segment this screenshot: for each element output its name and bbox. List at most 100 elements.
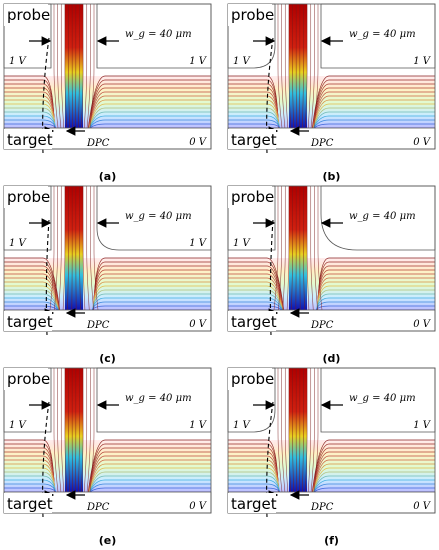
gap-field-line — [78, 368, 80, 493]
dpc-label: DPC — [310, 502, 334, 513]
target-voltage-label: 0 V — [189, 501, 208, 512]
gap-field-line — [68, 4, 70, 129]
gap-field-line — [82, 186, 86, 311]
gap-channel — [289, 368, 307, 492]
panel-2: probe target w_g = 40 μm 1 V 1 V 0 V DPC (c) — [3, 185, 212, 365]
target-label: target — [231, 131, 277, 149]
gap-field-line — [313, 4, 319, 129]
gap-field-line — [62, 186, 66, 311]
probe-label-bg — [228, 368, 272, 390]
probe-label: probe — [231, 370, 274, 388]
gap-field-line — [83, 368, 88, 493]
panel-frame — [227, 367, 436, 514]
panel-caption: (d) — [323, 352, 341, 365]
panel-0: probe target w_g = 40 μm 1 V 1 V 0 V DPC (a) — [3, 3, 212, 183]
gap-field-line — [291, 186, 293, 311]
gap-field-line — [93, 186, 99, 311]
target-voltage-label: 0 V — [189, 319, 208, 330]
gap-field-line — [317, 186, 323, 311]
left-voltage-label: 1 V — [9, 238, 28, 249]
gap-field-line — [306, 186, 310, 311]
target-voltage-label: 0 V — [413, 319, 432, 330]
field-line — [4, 483, 211, 493]
gap-field-line — [79, 186, 81, 311]
probe-label-bg — [228, 4, 272, 26]
gap-field-line — [281, 368, 286, 493]
gap-field-line — [307, 4, 312, 129]
panel-3: probe target w_g = 40 μm 1 V 0 V DPC (d) — [227, 185, 436, 365]
left-voltage-label: 1 V — [233, 56, 252, 67]
panel-frame — [3, 185, 212, 332]
right-voltage-label: 1 V — [413, 420, 432, 431]
gap-field-line — [60, 368, 65, 493]
target-label-bg — [228, 493, 276, 513]
target-label: target — [7, 495, 53, 513]
probe-label-bg — [4, 368, 48, 390]
wg-label: w_g = 40 μm — [125, 29, 192, 40]
dpc-dashed-line — [42, 37, 50, 154]
gap-field-line — [86, 186, 90, 311]
dpc-dashed-line — [266, 401, 274, 518]
panel-caption: (b) — [323, 170, 341, 183]
right-voltage-label: 1 V — [413, 56, 432, 67]
gap-field-line — [302, 368, 304, 493]
gap-field-line — [292, 368, 294, 493]
gap-field-line — [53, 368, 59, 493]
target-label-bg — [228, 129, 276, 149]
left-voltage-label: 1 V — [9, 420, 28, 431]
gap-channel — [289, 186, 307, 310]
field-band — [4, 76, 211, 128]
panel-frame — [227, 3, 436, 150]
gap-field-line — [310, 4, 315, 129]
target-label: target — [231, 313, 277, 331]
gap-field-line — [304, 368, 308, 493]
right-voltage-label: 1 V — [189, 56, 208, 67]
field-band — [4, 258, 211, 310]
wg-label: w_g = 40 μm — [349, 211, 416, 222]
dpc-label: DPC — [86, 502, 110, 513]
panel-frame — [227, 185, 436, 332]
field-band — [4, 440, 211, 492]
probe-label: probe — [7, 370, 50, 388]
field-line — [228, 483, 435, 493]
dpc-label: DPC — [310, 320, 334, 331]
gap-field-line — [307, 368, 312, 493]
gap-field-line — [284, 4, 289, 129]
target-voltage-label: 0 V — [189, 137, 208, 148]
target-label: target — [231, 495, 277, 513]
wg-label: w_g = 40 μm — [349, 29, 416, 40]
target-label-bg — [228, 311, 276, 331]
probe-label: probe — [7, 6, 50, 24]
gap-field-line — [58, 186, 62, 311]
dpc-label: DPC — [86, 320, 110, 331]
panel-caption: (f) — [324, 534, 339, 547]
right-voltage-label: 1 V — [189, 420, 208, 431]
gap-field-line — [57, 368, 62, 493]
wg-label: w_g = 40 μm — [125, 393, 192, 404]
gap-field-line — [310, 368, 315, 493]
panel-1: probe target w_g = 40 μm 1 V 1 V 0 V DPC (b) — [227, 3, 436, 183]
panel-caption: (a) — [99, 170, 116, 183]
gap-channel — [289, 4, 307, 128]
gap-field-line — [64, 368, 68, 493]
gap-field-line — [278, 186, 282, 311]
dpc-dashed-line — [269, 219, 274, 336]
gap-field-line — [313, 368, 319, 493]
target-voltage-label: 0 V — [413, 501, 432, 512]
gap-field-line — [302, 4, 304, 129]
gap-field-line — [277, 368, 283, 493]
gap-field-line — [64, 4, 68, 129]
gap-field-line — [90, 186, 94, 311]
target-label: target — [7, 313, 53, 331]
gap-field-line — [89, 4, 95, 129]
probe-label-bg — [228, 186, 272, 208]
left-voltage-label: 1 V — [233, 420, 252, 431]
dpc-label: DPC — [86, 138, 110, 149]
probe-right-body — [320, 185, 436, 251]
probe-label-bg — [4, 4, 48, 26]
gap-field-line — [303, 186, 305, 311]
gap-field-line — [54, 186, 58, 311]
gap-field-line — [86, 368, 91, 493]
field-line — [4, 119, 211, 129]
